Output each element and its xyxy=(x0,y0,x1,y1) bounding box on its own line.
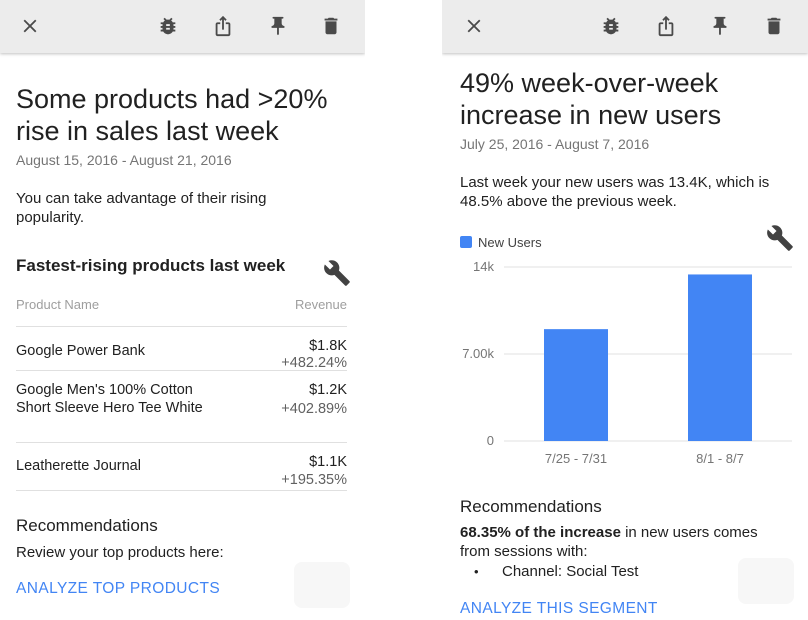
column-header-revenue: Revenue xyxy=(294,297,347,312)
recommendations-body: in new users comes from sessions with: xyxy=(460,524,758,560)
card-toolbar xyxy=(0,0,365,53)
delete-button[interactable] xyxy=(317,12,345,40)
share-icon xyxy=(215,15,231,37)
bar-2[interactable] xyxy=(688,274,752,441)
x-tick-label: 8/1 - 8/7 xyxy=(696,451,744,466)
pin-button[interactable] xyxy=(706,12,734,40)
product-name: Google Men's 100% Cotton Short Sleeve He… xyxy=(16,382,203,416)
card-title: 49% week-over-week increase in new users xyxy=(460,68,722,130)
share-button[interactable] xyxy=(209,12,237,40)
close-button[interactable] xyxy=(460,12,488,40)
wrench-icon xyxy=(324,260,350,286)
wrench-icon xyxy=(767,225,793,251)
analyze-segment-link[interactable]: ANALYZE THIS SEGMENT xyxy=(460,600,658,617)
bullet-dot: • xyxy=(474,564,479,579)
y-tick-label: 7.00k xyxy=(462,346,494,361)
revenue-change: +482.24% xyxy=(281,355,347,371)
recommendations-highlight: 68.35% of the increase xyxy=(460,524,621,541)
table-divider xyxy=(16,490,347,491)
analyze-top-products-link[interactable]: ANALYZE TOP PRODUCTS xyxy=(16,580,221,597)
revenue-change: +195.35% xyxy=(281,472,347,488)
insight-card-new-users: 49% week-over-week increase in new users… xyxy=(442,0,808,620)
recommendations-title: Recommendations xyxy=(460,497,602,516)
legend-label: New Users xyxy=(478,235,542,250)
card-toolbar xyxy=(442,0,808,53)
date-range: August 15, 2016 - August 21, 2016 xyxy=(16,152,232,168)
new-users-bar-chart xyxy=(504,266,792,442)
pin-icon xyxy=(713,16,727,36)
revenue-value: $1.2K xyxy=(309,382,347,398)
x-tick-label: 7/25 - 7/31 xyxy=(544,451,608,466)
revenue-value: $1.1K xyxy=(309,454,347,470)
share-button[interactable] xyxy=(652,12,680,40)
close-icon xyxy=(467,19,481,33)
insight-card-products: Some products had >20% rise in sales las… xyxy=(0,0,365,620)
pin-button[interactable] xyxy=(264,12,292,40)
card-description: Last week your new users was 13.4K, whic… xyxy=(460,174,770,210)
pin-icon xyxy=(271,16,285,36)
close-icon xyxy=(23,19,37,33)
y-tick-label: 0 xyxy=(486,433,494,448)
recommendations-title: Recommendations xyxy=(16,516,158,535)
product-name: Leatherette Journal xyxy=(16,458,141,474)
bar-1[interactable] xyxy=(544,329,608,441)
delete-button[interactable] xyxy=(760,12,788,40)
customize-button[interactable] xyxy=(766,224,794,252)
y-tick-label: 14k xyxy=(473,259,494,274)
floating-action-button[interactable] xyxy=(738,558,794,604)
legend-swatch xyxy=(460,236,472,248)
revenue-value: $1.8K xyxy=(309,338,347,354)
segment-item: Channel: Social Test xyxy=(502,563,639,580)
delete-icon xyxy=(324,17,338,35)
bug-icon xyxy=(160,17,176,35)
column-header-product: Product Name xyxy=(16,297,100,312)
close-button[interactable] xyxy=(16,12,44,40)
floating-action-button[interactable] xyxy=(294,562,350,608)
bug-icon xyxy=(603,17,619,35)
product-name: Google Power Bank xyxy=(16,343,145,359)
card-title: Some products had >20% rise in sales las… xyxy=(16,84,328,146)
card-description: You can take advantage of their rising p… xyxy=(16,190,267,226)
table-row[interactable]: Leatherette Journal $1.1K +195.35% xyxy=(16,442,347,491)
report-bug-button[interactable] xyxy=(597,12,625,40)
table-row[interactable]: Google Men's 100% Cotton Short Sleeve He… xyxy=(16,370,347,443)
share-icon xyxy=(658,15,674,37)
delete-icon xyxy=(767,17,781,35)
section-title: Fastest-rising products last week xyxy=(16,256,286,275)
customize-button[interactable] xyxy=(323,259,351,287)
date-range: July 25, 2016 - August 7, 2016 xyxy=(460,136,650,152)
report-bug-button[interactable] xyxy=(154,12,182,40)
table-row[interactable]: Google Power Bank $1.8K +482.24% xyxy=(16,326,347,371)
recommendations-text: 68.35% of the increase in new users come… xyxy=(460,523,790,561)
revenue-change: +402.89% xyxy=(281,401,347,417)
recommendations-text: Review your top products here: xyxy=(16,544,224,561)
